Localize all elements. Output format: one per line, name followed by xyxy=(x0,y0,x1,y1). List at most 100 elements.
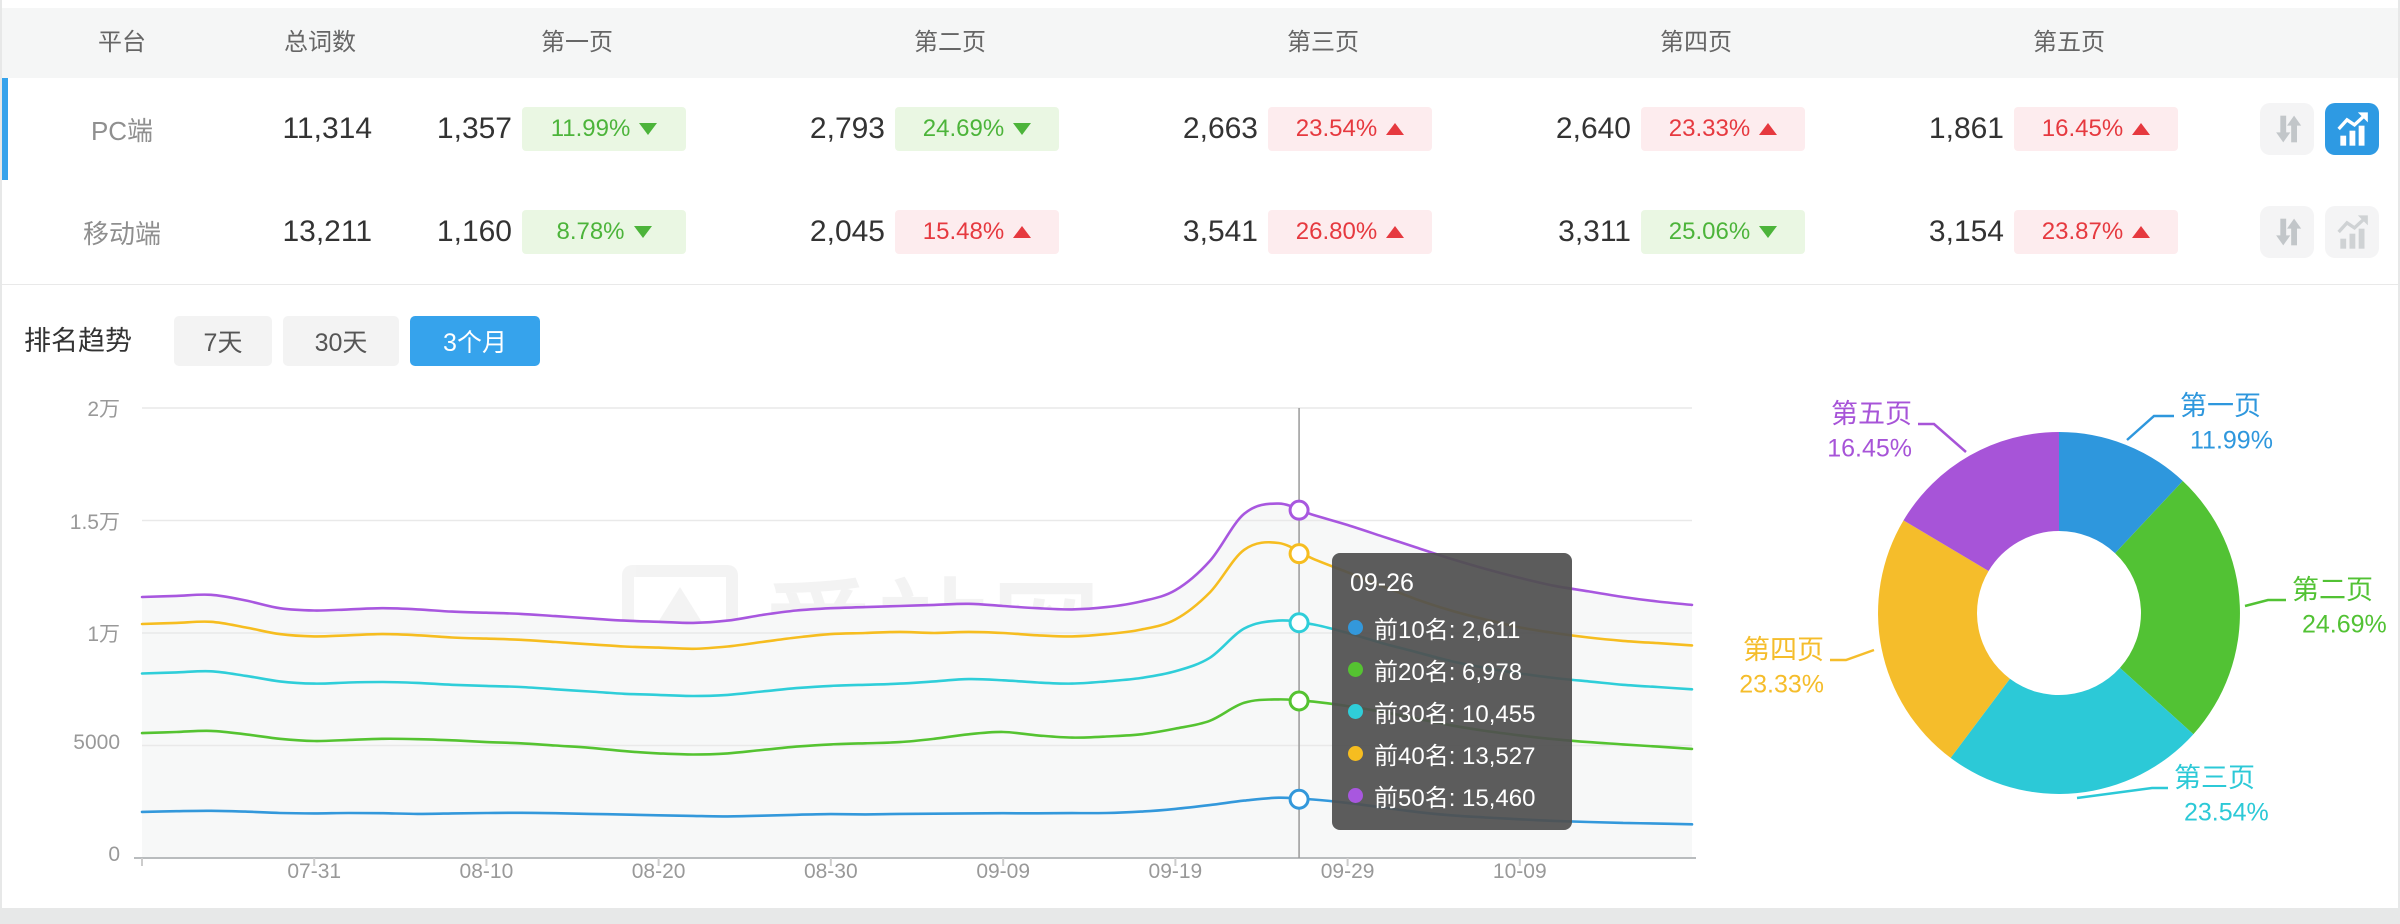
page1-change-badge: 11.99% xyxy=(522,107,686,151)
crosshair-marker-前30名 xyxy=(1288,612,1310,634)
page2-change-badge: 24.69% xyxy=(895,107,1059,151)
donut-label-name: 第三页 xyxy=(2174,763,2255,793)
arrow-up-icon xyxy=(1013,226,1032,238)
arrow-up-icon xyxy=(1759,123,1778,135)
donut-label-name: 第一页 xyxy=(2180,391,2261,421)
y-axis-label: 2万 xyxy=(87,398,120,421)
col-header-page4: 第四页 xyxy=(1660,29,1732,56)
donut-label-leader xyxy=(1830,648,1875,662)
change-percent: 23.54% xyxy=(1295,115,1378,142)
col-header-page1: 第一页 xyxy=(541,29,613,56)
arrow-up-icon xyxy=(2132,123,2151,135)
page4-count: 3,311 xyxy=(1558,215,1631,248)
y-axis-label: 0 xyxy=(108,843,120,866)
change-percent: 16.45% xyxy=(2041,115,2124,142)
change-percent: 24.69% xyxy=(922,115,1005,142)
show-trend-chart-button[interactable] xyxy=(2325,103,2379,155)
page-distribution-donut-chart: 第一页 11.99% 第二页 24.69% 第三页 23.54% 第四页 23.33% 第五页 1… xyxy=(1739,391,2387,827)
page2-count: 2,793 xyxy=(809,112,885,145)
donut-slice-第五页 xyxy=(1903,432,2059,571)
x-axis-label: 07-31 xyxy=(287,860,342,883)
page4-change-badge: 25.06% xyxy=(1641,210,1805,254)
sort-arrows-icon xyxy=(2276,218,2302,246)
donut-slice-第一页 xyxy=(2059,432,2183,554)
tooltip-row: 前10名: 2,611 xyxy=(1348,606,1556,648)
page5-count: 3,154 xyxy=(1928,215,2004,248)
tooltip-row-text: 前20名: 6,978 xyxy=(1374,658,1523,686)
crosshair-marker-前20名 xyxy=(1288,690,1310,712)
donut-label-name: 第四页 xyxy=(1743,635,1824,665)
page2-count: 2,045 xyxy=(809,215,885,248)
platform-label: 移动端 xyxy=(82,218,161,249)
x-axis-label: 08-20 xyxy=(631,860,686,883)
page5-change-badge: 23.87% xyxy=(2014,210,2178,254)
sort-button[interactable] xyxy=(2260,206,2314,258)
tooltip-row: 前40名: 13,527 xyxy=(1348,732,1556,774)
page1-count: 1,357 xyxy=(436,112,512,145)
tooltip-row: 前50名: 15,460 xyxy=(1348,774,1556,816)
tooltip-row: 前20名: 6,978 xyxy=(1348,648,1556,690)
series-color-dot xyxy=(1348,745,1363,761)
donut-slice-第三页 xyxy=(1950,667,2194,794)
show-trend-chart-button[interactable] xyxy=(2325,206,2379,258)
page4-count: 2,640 xyxy=(1555,112,1631,145)
x-axis-label: 09-09 xyxy=(976,860,1031,883)
change-percent: 23.87% xyxy=(2041,218,2124,245)
change-percent: 15.48% xyxy=(922,218,1005,245)
page1-change-badge: 8.78% xyxy=(522,210,686,254)
change-percent: 11.99% xyxy=(550,115,631,142)
series-color-dot xyxy=(1348,619,1363,635)
change-percent: 26.80% xyxy=(1295,218,1378,245)
donut-label-percent: 16.45% xyxy=(1827,435,1912,463)
page5-count: 1,861 xyxy=(1928,112,2004,145)
donut-label-percent: 23.54% xyxy=(2184,799,2269,827)
arrow-down-icon xyxy=(1013,123,1032,135)
page1-count: 1,160 xyxy=(436,215,512,248)
series-color-dot xyxy=(1348,661,1363,677)
tooltip-row-text: 前10名: 2,611 xyxy=(1374,616,1521,644)
crosshair-marker-前40名 xyxy=(1288,543,1310,565)
col-header-page5: 第五页 xyxy=(2033,29,2105,56)
arrow-up-icon xyxy=(2132,226,2151,238)
trend-chart-icon xyxy=(2337,112,2368,146)
arrow-down-icon xyxy=(633,226,652,238)
page3-count: 2,663 xyxy=(1182,112,1258,145)
tooltip-row-text: 前40名: 13,527 xyxy=(1374,742,1536,770)
tab-3months[interactable]: 3个月 xyxy=(410,316,540,366)
arrow-up-icon xyxy=(1386,226,1405,238)
donut-label-name: 第五页 xyxy=(1831,399,1912,429)
x-axis-label: 10-09 xyxy=(1492,860,1547,883)
trend-chart-icon xyxy=(2337,215,2368,249)
change-percent: 8.78% xyxy=(556,218,625,245)
summary-table-header: 平台 总词数 第一页 第二页 第三页 第四页 第五页 xyxy=(2,8,2398,78)
x-axis-label: 09-29 xyxy=(1320,860,1375,883)
sort-button[interactable] xyxy=(2260,103,2314,155)
tab-7days[interactable]: 7天 xyxy=(174,316,272,366)
page4-change-badge: 23.33% xyxy=(1641,107,1805,151)
arrow-up-icon xyxy=(1386,123,1405,135)
change-percent: 25.06% xyxy=(1668,218,1751,245)
tooltip-row-text: 前50名: 15,460 xyxy=(1374,784,1536,812)
x-axis-label: 08-30 xyxy=(803,860,858,883)
trend-section-title: 排名趋势 xyxy=(24,326,132,356)
total-words-value: 13,211 xyxy=(282,215,372,248)
series-color-dot xyxy=(1348,787,1363,803)
table-row-pc[interactable]: PC端 11,314 1,357 11.99% 2,793 24.69% 2,663 23.5… xyxy=(2,78,2398,181)
col-header-page3: 第三页 xyxy=(1287,29,1359,56)
donut-label-leader xyxy=(2076,786,2168,800)
donut-label-leader xyxy=(2126,414,2174,441)
x-axis-label: 08-10 xyxy=(459,860,514,883)
crosshair-marker-前50名 xyxy=(1288,499,1310,521)
arrow-down-icon xyxy=(1759,226,1778,238)
tab-30days[interactable]: 30天 xyxy=(283,316,399,366)
donut-label-percent: 24.69% xyxy=(2302,611,2387,639)
page3-change-badge: 23.54% xyxy=(1268,107,1432,151)
series-color-dot xyxy=(1348,703,1363,719)
col-header-total: 总词数 xyxy=(284,29,356,56)
platform-label: PC端 xyxy=(90,115,154,146)
page3-count: 3,541 xyxy=(1182,215,1258,248)
table-row-mobile[interactable]: 移动端 13,211 1,160 8.78% 2,045 15.48% 3,541 26.80… xyxy=(2,180,2398,285)
tooltip-row: 前30名: 10,455 xyxy=(1348,690,1556,732)
sort-arrows-icon xyxy=(2276,115,2302,143)
